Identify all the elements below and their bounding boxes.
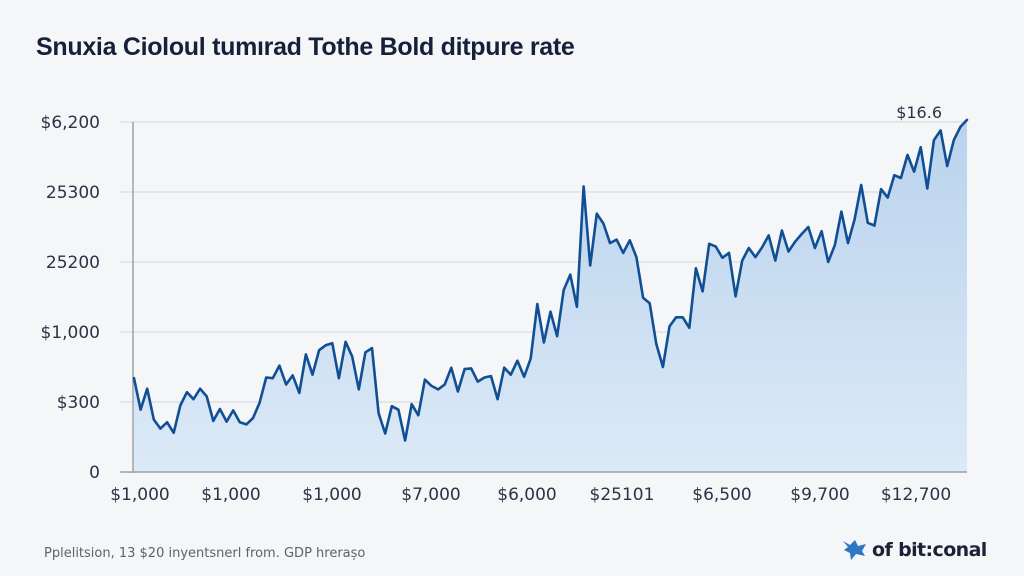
x-tick-label: $25101 [590, 485, 655, 505]
y-tick-label: 25300 [46, 183, 100, 203]
y-axis-ticks: 0 $300 $1,000 25200 25300 $6,200 [41, 113, 100, 483]
end-value-annotation: $16.6 [896, 103, 942, 122]
y-tick-label: 25200 [46, 253, 100, 273]
y-tick-label: $1,000 [41, 323, 100, 343]
x-tick-label: $12,700 [881, 485, 951, 505]
logo-text: of bit:conal [872, 539, 987, 561]
brand-logo: of bit:conal [842, 538, 987, 562]
y-tick-label: $6,200 [41, 113, 100, 133]
footnote: Pplelitsion, 13 $20 inyentsnerl from. GD… [44, 546, 366, 561]
map-pin-icon [843, 540, 866, 560]
x-tick-label: $1,000 [201, 485, 260, 505]
x-tick-label: $6,500 [692, 485, 751, 505]
x-axis-ticks: $1,000 $1,000 $1,000 $7,000 $6,000 $25101 $6,5… [110, 485, 951, 505]
y-tick-label: $300 [57, 393, 100, 413]
x-tick-label: $9,700 [790, 485, 849, 505]
x-tick-label: $1,000 [110, 485, 169, 505]
axes [120, 122, 967, 473]
series-area-fill [134, 119, 967, 473]
y-tick-label: 0 [89, 463, 100, 483]
series-line [132, 118, 969, 442]
x-tick-label: $7,000 [401, 485, 460, 505]
x-tick-label: $1,000 [302, 485, 361, 505]
x-tick-label: $6,000 [497, 485, 556, 505]
chart-title: Snuxia Cioloul tumırad Tothe Bold ditpur… [36, 33, 575, 61]
